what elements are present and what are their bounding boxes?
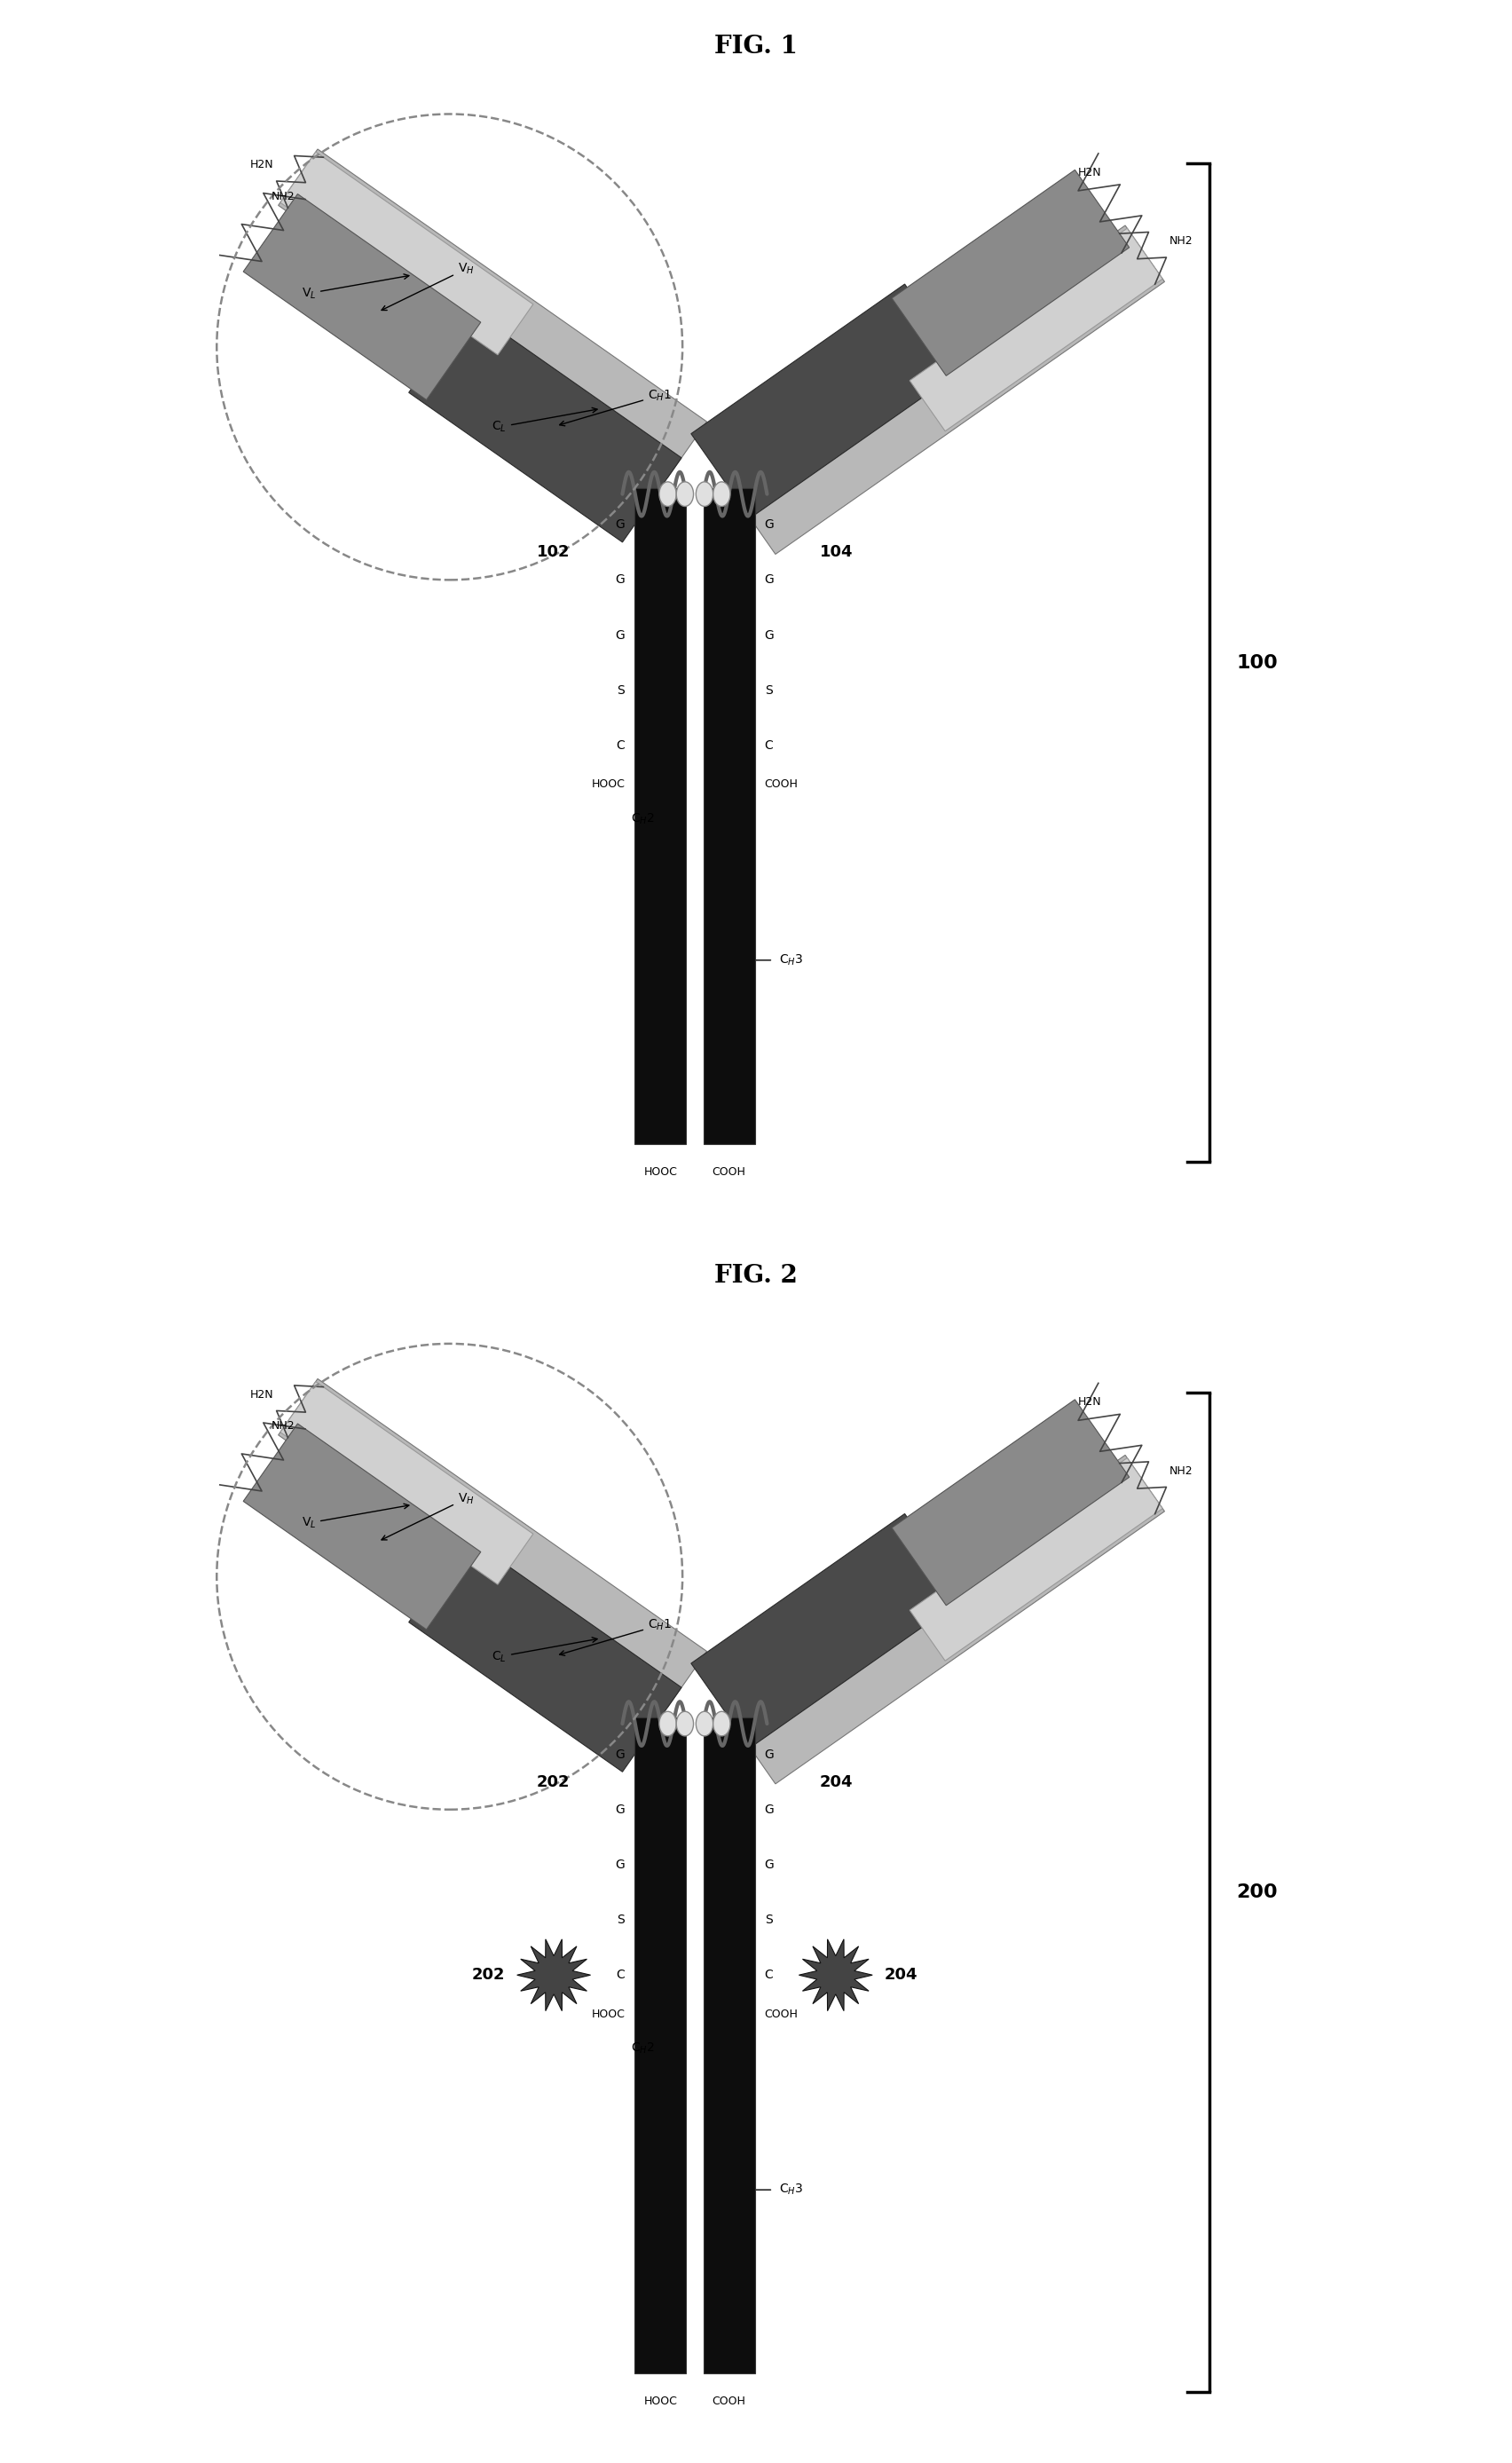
Polygon shape [691, 1515, 963, 1749]
Text: S: S [617, 685, 624, 697]
Text: 104: 104 [820, 544, 853, 559]
Ellipse shape [676, 483, 694, 507]
Text: G: G [765, 520, 774, 532]
Text: FIG. 2: FIG. 2 [714, 1264, 798, 1288]
Text: G: G [615, 574, 624, 586]
Text: C: C [617, 739, 624, 751]
Bar [635, 1717, 686, 2374]
Text: G: G [615, 1860, 624, 1872]
Polygon shape [892, 170, 1129, 377]
Text: H2N: H2N [1078, 167, 1102, 177]
Text: G: G [765, 1749, 774, 1761]
Text: 204: 204 [820, 1773, 853, 1791]
Polygon shape [691, 283, 963, 517]
Text: G: G [765, 1803, 774, 1815]
Text: C$_H$1: C$_H$1 [559, 389, 671, 426]
Polygon shape [243, 195, 481, 399]
Polygon shape [243, 1424, 481, 1631]
Text: G: G [765, 1860, 774, 1872]
Polygon shape [408, 1537, 682, 1771]
Text: COOH: COOH [765, 778, 798, 791]
Polygon shape [736, 1456, 1164, 1783]
Text: H2N: H2N [249, 160, 274, 170]
Polygon shape [892, 1399, 1129, 1606]
Text: FIG. 1: FIG. 1 [714, 34, 798, 59]
Text: 100: 100 [1237, 653, 1278, 672]
Polygon shape [910, 1458, 1163, 1660]
Text: HOOC: HOOC [644, 1165, 677, 1177]
Polygon shape [280, 153, 534, 355]
Text: C$_H$3: C$_H$3 [779, 2182, 803, 2197]
Polygon shape [280, 1382, 534, 1584]
Text: G: G [615, 1803, 624, 1815]
Text: G: G [615, 1749, 624, 1761]
Text: G: G [765, 628, 774, 640]
Bar [703, 1717, 754, 2374]
Ellipse shape [696, 1712, 714, 1736]
Text: G: G [765, 574, 774, 586]
Text: HOOC: HOOC [591, 2007, 624, 2020]
Ellipse shape [714, 483, 730, 507]
Text: V$_H$: V$_H$ [381, 1490, 475, 1539]
Polygon shape [278, 150, 706, 478]
Text: 202: 202 [472, 1968, 505, 1983]
Text: C$_H$2: C$_H$2 [631, 813, 655, 825]
Text: C: C [765, 1968, 773, 1980]
Ellipse shape [676, 1712, 694, 1736]
Text: C$_H$1: C$_H$1 [559, 1618, 671, 1655]
Text: 204: 204 [885, 1968, 918, 1983]
Ellipse shape [659, 1712, 676, 1736]
Text: 200: 200 [1237, 1884, 1278, 1901]
Polygon shape [910, 229, 1163, 431]
Text: H2N: H2N [1078, 1397, 1102, 1409]
Text: NH2: NH2 [1169, 1465, 1193, 1478]
Text: HOOC: HOOC [644, 2396, 677, 2406]
Text: NH2: NH2 [271, 1421, 295, 1431]
Text: V$_H$: V$_H$ [381, 261, 475, 310]
Text: HOOC: HOOC [591, 778, 624, 791]
Text: C: C [765, 739, 773, 751]
Text: 102: 102 [537, 544, 570, 559]
Ellipse shape [696, 483, 714, 507]
Text: C: C [617, 1968, 624, 1980]
Text: C$_H$3: C$_H$3 [779, 953, 803, 968]
Text: 202: 202 [537, 1773, 570, 1791]
Polygon shape [798, 1938, 872, 2010]
Ellipse shape [714, 1712, 730, 1736]
Polygon shape [517, 1938, 591, 2010]
Text: NH2: NH2 [271, 190, 295, 202]
Text: V$_L$: V$_L$ [301, 273, 408, 300]
Text: C$_L$: C$_L$ [491, 1638, 597, 1665]
Bar [703, 488, 754, 1143]
Polygon shape [736, 227, 1164, 554]
Ellipse shape [659, 483, 676, 507]
Text: C$_H$2: C$_H$2 [631, 2042, 655, 2057]
Text: V$_L$: V$_L$ [301, 1505, 408, 1530]
Bar [635, 488, 686, 1143]
Text: C$_L$: C$_L$ [491, 409, 597, 433]
Polygon shape [278, 1379, 706, 1707]
Text: COOH: COOH [712, 2396, 745, 2406]
Text: G: G [615, 520, 624, 532]
Text: S: S [765, 1914, 773, 1926]
Text: G: G [615, 628, 624, 640]
Text: S: S [765, 685, 773, 697]
Text: COOH: COOH [765, 2007, 798, 2020]
Polygon shape [408, 308, 682, 542]
Text: S: S [617, 1914, 624, 1926]
Text: COOH: COOH [712, 1165, 745, 1177]
Text: H2N: H2N [249, 1389, 274, 1401]
Text: NH2: NH2 [1169, 236, 1193, 246]
